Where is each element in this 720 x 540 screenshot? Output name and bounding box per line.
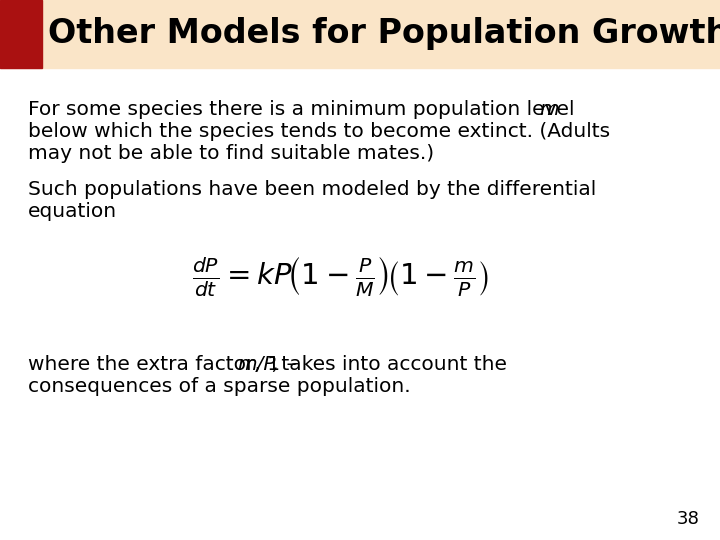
FancyBboxPatch shape: [0, 0, 720, 68]
Text: below which the species tends to become extinct. (Adults: below which the species tends to become …: [28, 122, 610, 141]
Text: $\frac{dP}{dt} = kP\!\left(1 - \frac{P}{M}\right)\!\left(1 - \frac{m}{P}\right)$: $\frac{dP}{dt} = kP\!\left(1 - \frac{P}{…: [192, 255, 488, 299]
Text: may not be able to find suitable mates.): may not be able to find suitable mates.): [28, 144, 434, 163]
Text: consequences of a sparse population.: consequences of a sparse population.: [28, 377, 410, 396]
Text: Such populations have been modeled by the differential: Such populations have been modeled by th…: [28, 180, 596, 199]
Text: equation: equation: [28, 202, 117, 221]
Text: m: m: [539, 100, 559, 119]
Text: 38: 38: [677, 510, 700, 528]
Text: where the extra factor, 1 –: where the extra factor, 1 –: [28, 355, 303, 374]
Text: Other Models for Population Growth: Other Models for Population Growth: [48, 17, 720, 51]
Text: takes into account the: takes into account the: [275, 355, 507, 374]
Text: For some species there is a minimum population level: For some species there is a minimum popu…: [28, 100, 581, 119]
FancyBboxPatch shape: [0, 0, 42, 68]
Text: m/P,: m/P,: [237, 355, 279, 374]
